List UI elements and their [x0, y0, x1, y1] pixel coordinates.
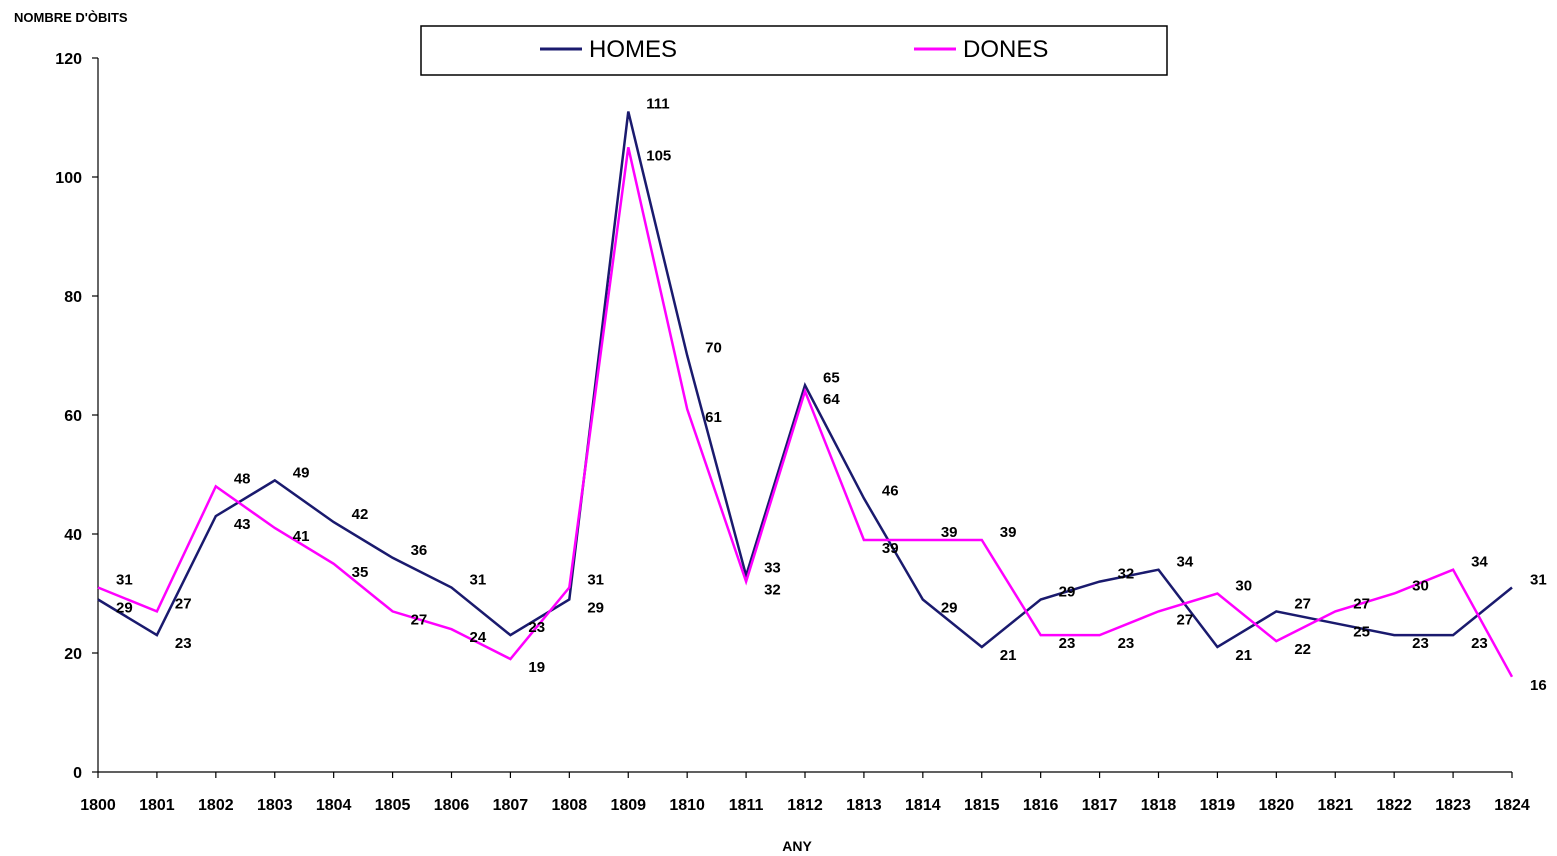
x-tick-label: 1804: [316, 797, 352, 814]
data-label-dones: 32: [764, 582, 781, 599]
data-label-homes: 23: [1471, 635, 1488, 652]
data-label-dones: 31: [116, 572, 133, 589]
y-tick-label: 60: [64, 408, 82, 425]
legend: HOMES DONES: [420, 25, 1168, 76]
data-label-homes: 27: [1294, 595, 1311, 612]
x-tick-label: 1813: [846, 797, 882, 814]
x-tick-label: 1803: [257, 797, 293, 814]
x-tick-label: 1821: [1317, 797, 1353, 814]
data-label-homes: 36: [411, 542, 428, 559]
data-label-dones: 23: [1118, 635, 1135, 652]
data-label-dones: 27: [1177, 611, 1194, 628]
x-axis-title: ANY: [782, 838, 812, 854]
data-label-dones: 105: [646, 147, 671, 164]
data-label-homes: 21: [1235, 647, 1252, 664]
data-label-homes: 21: [1000, 647, 1017, 664]
x-tick-label: 1809: [610, 797, 646, 814]
data-label-homes: 29: [941, 599, 958, 616]
y-axis-title: NOMBRE D'ÒBITS: [14, 10, 128, 25]
data-label-homes: 49: [293, 464, 310, 481]
x-tick-label: 1818: [1141, 797, 1177, 814]
y-tick-label: 40: [64, 527, 82, 544]
legend-label-homes: HOMES: [589, 36, 677, 63]
data-label-dones: 24: [470, 629, 487, 646]
data-label-dones: 64: [823, 391, 840, 408]
data-label-dones: 22: [1294, 641, 1311, 658]
x-tick-label: 1817: [1082, 797, 1118, 814]
data-label-homes: 29: [116, 599, 133, 616]
x-tick-label: 1816: [1023, 797, 1059, 814]
data-label-dones: 39: [1000, 524, 1017, 541]
data-label-dones: 39: [882, 540, 899, 557]
data-label-dones: 31: [587, 572, 604, 589]
x-tick-label: 1812: [787, 797, 823, 814]
data-label-homes: 23: [1412, 635, 1429, 652]
data-label-homes: 25: [1353, 623, 1370, 640]
data-label-dones: 39: [941, 524, 958, 541]
data-label-homes: 43: [234, 516, 251, 533]
data-label-dones: 34: [1471, 554, 1488, 571]
series-lines: [97, 111, 1514, 678]
axes: 0 20 40 60 80 100 120 1800 1801 1802 1803 1804 1805 1…: [55, 51, 1530, 814]
data-label-homes: 31: [470, 572, 487, 589]
y-tick-label: 120: [55, 51, 82, 68]
data-label-homes: 23: [175, 635, 192, 652]
data-label-dones: 35: [352, 564, 369, 581]
data-label-dones: 30: [1235, 578, 1252, 595]
data-label-homes: 42: [352, 506, 369, 523]
x-tick-label: 1822: [1376, 797, 1412, 814]
data-label-dones: 30: [1412, 578, 1429, 595]
data-label-dones: 23: [1059, 635, 1076, 652]
x-tick-label: 1815: [964, 797, 1000, 814]
data-label-homes: 29: [587, 599, 604, 616]
x-tick-label: 1810: [669, 797, 705, 814]
y-tick-label: 100: [55, 170, 82, 187]
x-tick-label: 1802: [198, 797, 234, 814]
data-label-homes: 46: [882, 482, 899, 499]
x-tick-label: 1824: [1494, 797, 1530, 814]
data-label-dones: 41: [293, 528, 310, 545]
x-tick-label: 1811: [729, 797, 764, 814]
x-tick-label: 1819: [1200, 797, 1236, 814]
x-tick-label: 1800: [80, 797, 116, 814]
data-label-homes: 65: [823, 369, 840, 386]
x-tick-label: 1807: [493, 797, 529, 814]
data-label-dones: 27: [175, 595, 192, 612]
data-label-dones: 16: [1530, 677, 1547, 694]
y-tick-label: 0: [73, 765, 82, 782]
data-label-homes: 34: [1177, 554, 1194, 571]
data-label-dones: 48: [234, 470, 251, 487]
y-tick-label: 20: [64, 646, 82, 663]
data-label-homes: 33: [764, 560, 781, 577]
x-tick-label: 1805: [375, 797, 411, 814]
data-label-dones: 27: [1353, 595, 1370, 612]
x-tick-label: 1814: [905, 797, 941, 814]
data-label-homes: 32: [1118, 566, 1135, 583]
x-tick-label: 1820: [1259, 797, 1295, 814]
data-label-homes: 31: [1530, 572, 1547, 589]
data-label-homes: 111: [646, 96, 669, 113]
x-tick-label: 1808: [552, 797, 588, 814]
x-tick-label: 1823: [1435, 797, 1471, 814]
data-labels: 29 31 23 27 43 48 49 41 42 35 36 27 31 24 23 19 29 31 111 1…: [116, 96, 1547, 694]
y-tick-label: 80: [64, 289, 82, 306]
data-label-dones: 27: [411, 611, 428, 628]
x-tick-label: 1801: [139, 797, 175, 814]
data-label-homes: 70: [705, 340, 722, 357]
data-label-dones: 61: [705, 409, 722, 426]
data-label-dones: 19: [528, 659, 545, 676]
legend-label-dones: DONES: [963, 36, 1048, 63]
series-line-dones: [97, 147, 1514, 678]
x-tick-label: 1806: [434, 797, 470, 814]
legend-box: [420, 25, 1168, 76]
data-label-homes: 29: [1059, 583, 1076, 600]
data-label-homes: 23: [528, 619, 545, 636]
series-line-homes: [97, 111, 1513, 649]
